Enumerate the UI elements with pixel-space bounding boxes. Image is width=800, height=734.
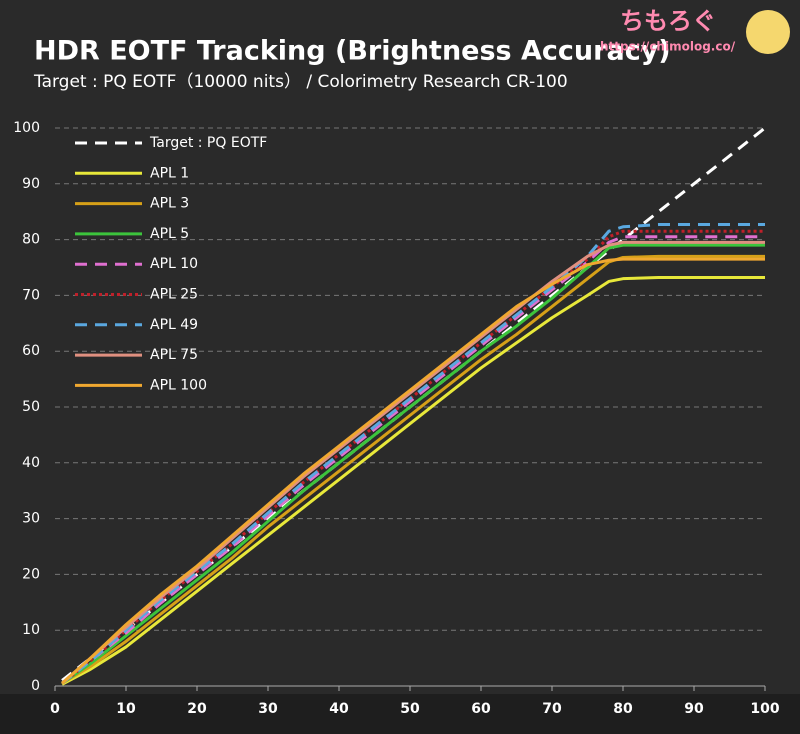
y-tick-label: 90 <box>22 176 40 192</box>
legend-label: APL 1 <box>150 165 189 181</box>
legend-label: APL 49 <box>150 317 198 333</box>
x-tick-label: 10 <box>116 701 136 717</box>
y-tick-label: 60 <box>22 343 40 359</box>
y-tick-label: 20 <box>22 566 40 582</box>
x-tick-label: 70 <box>542 701 562 717</box>
x-tick-label: 60 <box>471 701 491 717</box>
series-line <box>61 243 765 685</box>
series-line <box>61 240 765 685</box>
y-tick-label: 30 <box>22 511 40 527</box>
y-tick-label: 0 <box>31 678 40 694</box>
x-tick-label: 30 <box>258 701 278 717</box>
legend-label: Target : PQ EOTF <box>149 135 267 151</box>
x-axis-band <box>0 694 800 734</box>
y-tick-label: 80 <box>22 232 40 248</box>
x-tick-label: 40 <box>329 701 349 717</box>
x-tick-label: 20 <box>187 701 207 717</box>
chart-title: HDR EOTF Tracking (Brightness Accuracy) <box>34 36 671 67</box>
legend-label: APL 10 <box>150 256 198 272</box>
legend-label: APL 75 <box>150 347 198 363</box>
series-line <box>61 235 765 685</box>
brand-url: https://chimolog.co/ <box>600 40 736 54</box>
y-tick-label: 100 <box>13 120 40 136</box>
x-tick-label: 100 <box>750 701 779 717</box>
chart-subtitle: Target : PQ EOTF（10000 nits） / Colorimet… <box>33 72 568 92</box>
x-tick-label: 0 <box>50 701 60 717</box>
y-tick-label: 40 <box>22 455 40 471</box>
x-tick-label: 50 <box>400 701 420 717</box>
legend-label: APL 25 <box>150 287 198 303</box>
y-tick-label: 70 <box>22 287 40 303</box>
legend-label: APL 100 <box>150 377 207 393</box>
legend-label: APL 3 <box>150 196 189 212</box>
brand: ちもろぐ <box>620 7 716 35</box>
series-line <box>61 257 765 685</box>
mascot-icon <box>746 10 790 54</box>
y-tick-label: 10 <box>22 622 40 638</box>
y-tick-label: 50 <box>22 399 40 415</box>
x-tick-label: 90 <box>684 701 704 717</box>
series-line <box>61 223 765 685</box>
series-line <box>61 276 765 686</box>
x-tick-label: 80 <box>613 701 633 717</box>
legend-label: APL 5 <box>150 226 189 242</box>
